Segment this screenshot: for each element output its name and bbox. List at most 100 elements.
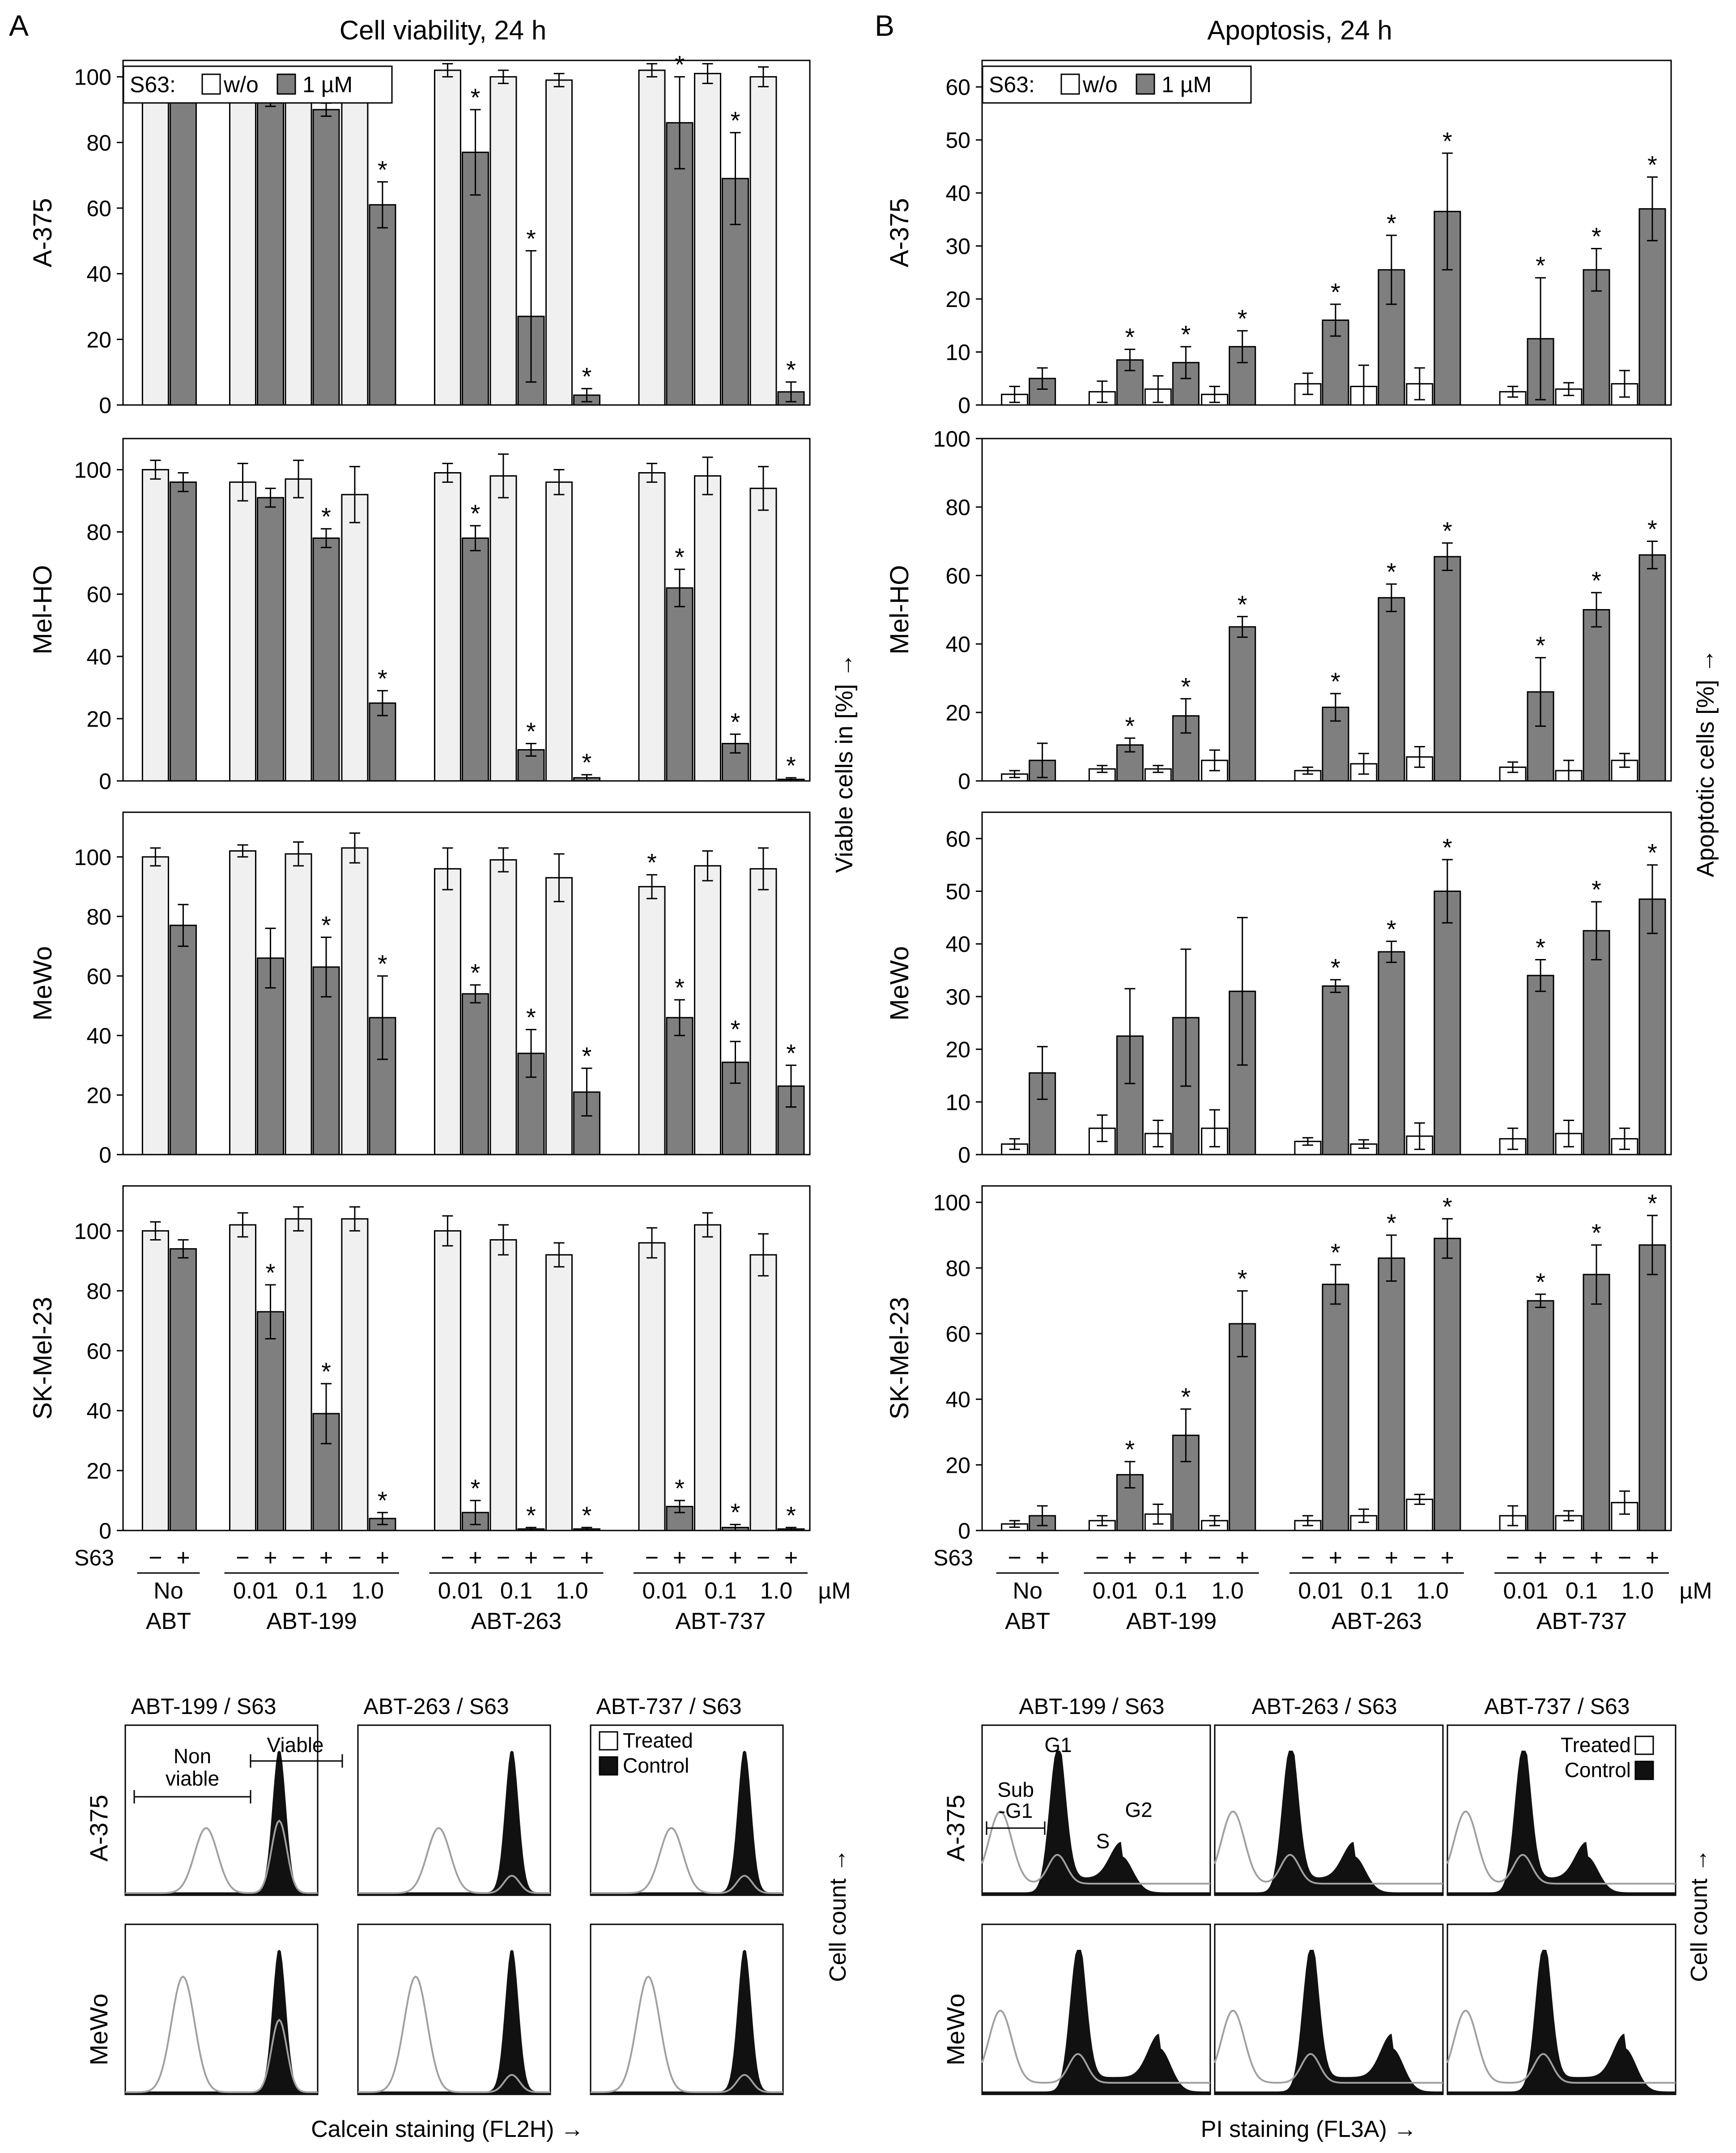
annot-nonviable-bracket (133, 1790, 251, 1803)
bar-1uM (169, 925, 197, 1155)
legend-swatch-um (1136, 73, 1155, 95)
abt-group-label: ABT-263 (1332, 1608, 1422, 1634)
bar-1uM (666, 122, 694, 406)
y-tick-label: 60 (86, 964, 111, 989)
bar-wo (285, 1218, 312, 1531)
y-tick-label: 30 (945, 234, 970, 259)
significance-star: * (582, 1042, 592, 1070)
cell-line-label: Mel-HO (28, 565, 57, 655)
sign-minus: − (441, 1545, 454, 1571)
bar-charts: 020406080100A-375*********020406080100Me… (28, 51, 1672, 1543)
bar-wo (434, 1230, 461, 1531)
no-abt-label: No (153, 1578, 183, 1604)
legend-treated-swatch (1634, 1735, 1654, 1755)
y-tick-label: 0 (99, 1143, 111, 1168)
dose-label: 0.01 (1093, 1578, 1138, 1604)
hist-title-3: ABT-737 / S63 (596, 1694, 741, 1719)
y-tick-label: 60 (86, 582, 111, 607)
sign-minus: − (1618, 1545, 1631, 1571)
bar-1uM (1527, 975, 1554, 1155)
histogram-pi-1-1 (1214, 1923, 1444, 2095)
chart-B-Mel-HO: 0 20 40 60 80 100 Mel-HO * * * * * * * * * (885, 426, 1672, 794)
significance-star: * (582, 748, 592, 776)
sign-minus: − (236, 1545, 249, 1571)
unit-label: µM (1679, 1578, 1712, 1604)
bar-1uM (1583, 1274, 1610, 1531)
significance-star: * (1238, 304, 1247, 333)
sign-minus: − (1151, 1545, 1165, 1571)
significance-star: * (731, 1498, 740, 1526)
cell-line-label: MeWo (28, 946, 57, 1021)
panel-letter-a: A (9, 9, 29, 42)
dose-label: 1.0 (352, 1578, 384, 1604)
chart-B-A-375: 0 10 20 30 40 50 60 A-375 * * * * * * * * * (885, 60, 1672, 418)
significance-star: * (731, 1015, 740, 1043)
significance-star: * (378, 1486, 387, 1514)
significance-star: * (675, 973, 685, 1002)
histograms-left: ABT-199 / S63 ABT-263 / S63 ABT-737 / S6… (85, 1694, 851, 2142)
significance-star: * (1442, 1192, 1452, 1220)
significance-star: * (1591, 566, 1601, 594)
annot-viable: Viable (267, 1733, 323, 1757)
histogram-calcein-1-2 (590, 1923, 784, 2095)
y-tick-label: 40 (945, 932, 970, 957)
significance-star: * (1442, 833, 1452, 861)
panel-letter-b: B (875, 9, 894, 42)
legend-wo-label: w/o (1082, 72, 1118, 97)
sign-minus: − (348, 1545, 362, 1571)
bar-1uM (666, 587, 694, 782)
sign-minus: − (1008, 1545, 1021, 1571)
treated-histogram (1447, 2009, 1676, 2084)
sign-plus: + (1329, 1545, 1342, 1571)
hist-title-2: ABT-263 / S63 (1251, 1694, 1397, 1719)
bar-wo (638, 69, 666, 406)
no-abt-label: No (1013, 1578, 1042, 1604)
sign-minus: − (1506, 1545, 1519, 1571)
abt-group-label: ABT-737 (675, 1608, 766, 1634)
y-tick-label: 80 (86, 1279, 111, 1304)
sign-plus: + (468, 1545, 482, 1571)
significance-star: * (786, 751, 796, 780)
y-tick-label: 0 (958, 769, 970, 794)
annot-subg1-2: -G1 (999, 1799, 1033, 1822)
significance-star: * (1387, 209, 1396, 237)
bar-wo (489, 859, 517, 1155)
chart-B-MeWo: 0 10 20 30 40 50 60 MeWo * * * * * * (885, 811, 1672, 1168)
control-histogram (358, 1950, 550, 2094)
y-tick-label: 60 (945, 1322, 970, 1347)
y-tick-label: 20 (945, 287, 970, 312)
y-tick-label: 100 (74, 65, 111, 90)
abt-group-label: ABT-737 (1536, 1608, 1627, 1634)
significance-star: * (471, 83, 481, 111)
bar-1uM (1583, 609, 1610, 782)
bar-wo (285, 853, 312, 1155)
bar-wo (489, 1239, 517, 1531)
y-tick-label: 40 (86, 1023, 111, 1049)
significance-star: * (1331, 1238, 1340, 1266)
legend-swatch-wo (201, 73, 221, 95)
sign-minus: − (149, 1545, 162, 1571)
bar-1uM (1434, 1237, 1461, 1531)
legend-prefix: S63: (989, 72, 1035, 97)
bar-wo (141, 856, 169, 1155)
significance-star: * (1647, 1189, 1657, 1217)
legend-box (123, 65, 393, 104)
legend-control-swatch (599, 1756, 618, 1776)
bar-1uM (369, 1017, 396, 1155)
hist-row-mewo: MeWo (85, 1994, 113, 2066)
significance-star: * (731, 708, 740, 736)
y-tick-label: 20 (86, 707, 111, 732)
significance-star: * (1181, 1383, 1191, 1411)
sign-plus: + (784, 1545, 798, 1571)
y-tick-label: 0 (99, 769, 111, 794)
legend-um-label: 1 µM (1162, 72, 1212, 97)
y-tick-label: 20 (86, 1083, 111, 1108)
abt-group-label: ABT-199 (267, 1608, 357, 1634)
bar-1uM (1638, 554, 1666, 782)
sign-minus: − (757, 1545, 770, 1571)
sign-minus: − (292, 1545, 305, 1571)
bar-1uM (169, 82, 197, 406)
significance-star: * (1647, 515, 1657, 543)
hist-title-1: ABT-199 / S63 (1019, 1694, 1164, 1719)
significance-star: * (266, 1258, 276, 1287)
